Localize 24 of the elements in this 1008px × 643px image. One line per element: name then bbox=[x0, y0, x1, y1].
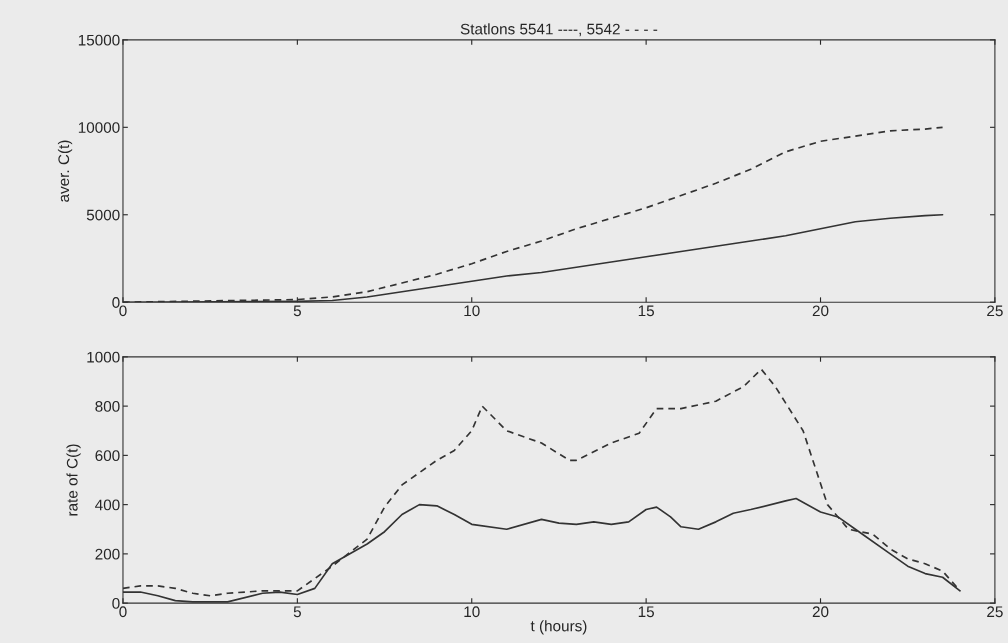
y-tick-label: 600 bbox=[95, 450, 120, 462]
y-tick-label: 0 bbox=[112, 297, 120, 308]
y-tick-label: 15000 bbox=[78, 34, 120, 46]
y-tick-label: 10000 bbox=[78, 122, 120, 133]
x-tick-label: 15 bbox=[638, 606, 654, 618]
x-tick-label: 10 bbox=[464, 606, 480, 618]
y-axis-title: rate of C(t) bbox=[66, 444, 81, 516]
x-tick-label: 5 bbox=[293, 606, 301, 618]
y-tick-label: 400 bbox=[95, 499, 120, 511]
x-tick-label: 25 bbox=[987, 305, 1003, 317]
x-tick-label: 20 bbox=[812, 606, 829, 618]
y-tick-label: 0 bbox=[112, 598, 120, 609]
y-tick-label: 5000 bbox=[86, 209, 120, 221]
x-tick-label: 20 bbox=[812, 305, 829, 317]
chart-title: Statlons 5541 ----, 5542 - - - - bbox=[460, 23, 658, 37]
x-tick-label: 10 bbox=[464, 305, 480, 317]
x-axis-title: t (hours) bbox=[530, 620, 587, 635]
y-tick-label: 1000 bbox=[87, 351, 120, 363]
y-axis-title: aver. C(t) bbox=[57, 140, 73, 202]
x-tick-label: 15 bbox=[638, 305, 654, 317]
x-tick-label: 5 bbox=[293, 305, 301, 317]
x-tick-label: 25 bbox=[987, 606, 1003, 618]
y-tick-label: 800 bbox=[95, 400, 120, 412]
y-tick-label: 200 bbox=[95, 548, 120, 560]
